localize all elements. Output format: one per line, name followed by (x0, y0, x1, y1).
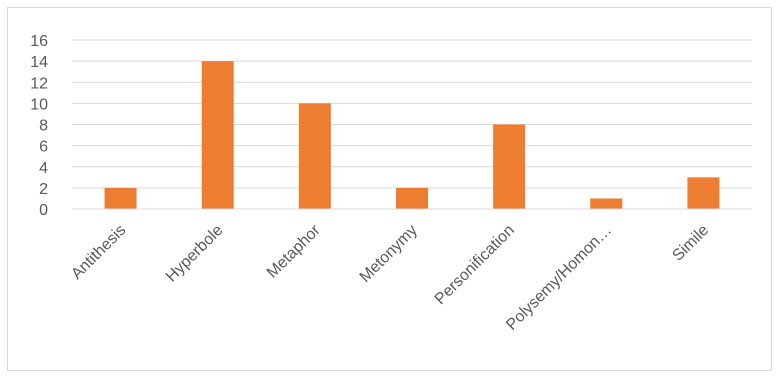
bar-antithesis (104, 187, 137, 209)
y-tick-label-14: 14 (30, 54, 48, 71)
y-tick-label-8: 8 (39, 118, 48, 135)
y-tick-label-0: 0 (39, 202, 48, 219)
y-tick-label-10: 10 (30, 96, 48, 113)
bar-personification (493, 124, 526, 209)
bar-polysemy-homon- (590, 198, 623, 209)
x-category-label: Simile (669, 222, 712, 265)
x-axis-category-labels: Antithesis Hyperbole Metaphor Metonymy Perso… (68, 221, 712, 333)
x-category-label: Antithesis (68, 222, 129, 283)
gridlines (72, 39, 752, 189)
bar-hyperbole (201, 61, 234, 209)
x-category-label: Polysemy/Homon… (503, 222, 615, 334)
bar-metonymy (396, 187, 428, 209)
y-axis-tick-labels: 0 2 4 6 8 10 12 14 16 (30, 33, 48, 219)
x-category-label: Personification (432, 222, 518, 308)
y-tick-label-12: 12 (30, 75, 48, 92)
y-tick-label-6: 6 (39, 139, 48, 156)
x-category-label: Metonymy (357, 222, 421, 286)
bar-simile (687, 177, 720, 209)
bar-metaphor (298, 103, 331, 209)
x-category-label: Metaphor (264, 221, 324, 281)
y-tick-label-16: 16 (30, 33, 48, 50)
y-tick-label-2: 2 (39, 181, 48, 198)
x-category-label: Hyperbole (163, 222, 227, 286)
bars (104, 61, 720, 209)
y-tick-label-4: 4 (39, 160, 48, 177)
